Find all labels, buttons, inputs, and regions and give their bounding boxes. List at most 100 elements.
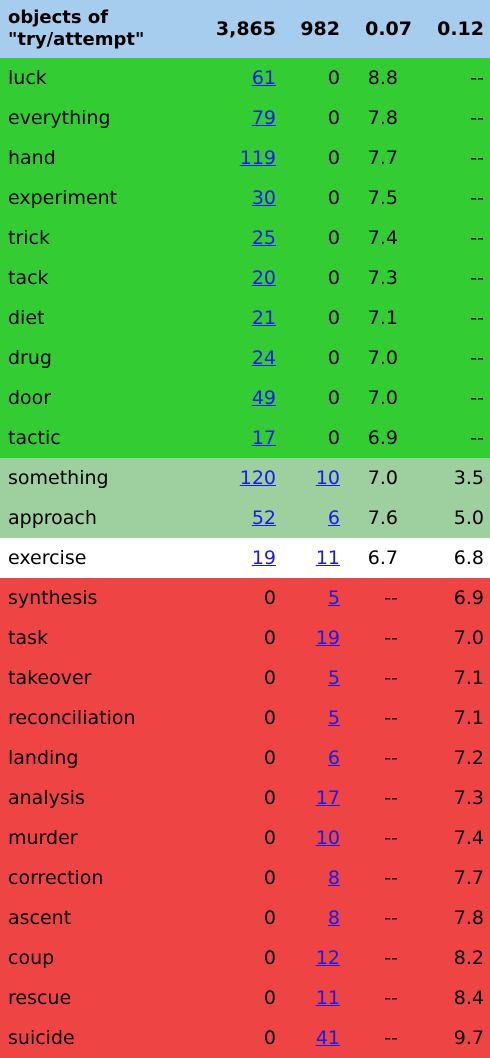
count-link[interactable]: 10 xyxy=(315,827,340,849)
count1-column-header: 3,865 xyxy=(215,18,276,40)
table-row: ascent 0 8 -- 7.8 xyxy=(0,898,490,938)
row-word: analysis xyxy=(8,787,85,809)
table-row: landing 0 6 -- 7.2 xyxy=(0,738,490,778)
row-count-n1-cell: 25 xyxy=(206,218,282,258)
row-word: everything xyxy=(8,107,111,129)
row-word: trick xyxy=(8,227,50,249)
row-count-n1-cell: 0 xyxy=(263,787,276,809)
row-score-s2: -- xyxy=(470,67,484,89)
count-link[interactable]: 25 xyxy=(251,227,276,249)
count-link[interactable]: 21 xyxy=(251,307,276,329)
row-count-n1-cell: 61 xyxy=(206,58,282,98)
count-link[interactable]: 5 xyxy=(327,667,340,689)
count-link[interactable]: 6 xyxy=(327,747,340,769)
row-count-n1-cell: 0 xyxy=(263,587,276,609)
row-count-n1-cell: 0 xyxy=(263,827,276,849)
row-count-n1-cell: 21 xyxy=(206,298,282,338)
count-link[interactable]: 8 xyxy=(327,907,340,929)
score2-column-header: 0.12 xyxy=(437,18,484,40)
row-score-s1: 7.0 xyxy=(367,347,398,369)
row-count-n2-cell: 0 xyxy=(327,427,340,449)
row-word: landing xyxy=(8,747,79,769)
count-link[interactable]: 119 xyxy=(239,147,276,169)
row-score-s2: 7.2 xyxy=(453,747,484,769)
table-row: trick 25 0 7.4 -- xyxy=(0,218,490,258)
row-word: synthesis xyxy=(8,587,98,609)
table-row: exercise 19 11 6.7 6.8 xyxy=(0,537,490,578)
score1-column-header: 0.07 xyxy=(365,18,412,40)
row-score-s1: 7.5 xyxy=(367,187,398,209)
table-row: task 0 19 -- 7.0 xyxy=(0,618,490,658)
row-count-n1-cell: 0 xyxy=(263,667,276,689)
table-row: correction 0 8 -- 7.7 xyxy=(0,858,490,898)
row-score-s1: 8.8 xyxy=(367,67,398,89)
table-row: murder 0 10 -- 7.4 xyxy=(0,818,490,858)
count-link[interactable]: 20 xyxy=(251,267,276,289)
row-score-s1: 7.8 xyxy=(367,107,398,129)
count-link[interactable]: 17 xyxy=(251,427,276,449)
table-row: tactic 17 0 6.9 -- xyxy=(0,418,490,458)
row-score-s2: -- xyxy=(470,107,484,129)
count-link[interactable]: 19 xyxy=(315,627,340,649)
count-link[interactable]: 11 xyxy=(315,547,340,570)
row-score-s2: 7.1 xyxy=(453,667,484,689)
count-link[interactable]: 52 xyxy=(251,506,276,529)
count-link[interactable]: 10 xyxy=(315,467,340,489)
row-count-n2-cell: 8 xyxy=(282,858,346,898)
count-link[interactable]: 11 xyxy=(315,987,340,1009)
row-word: rescue xyxy=(8,987,72,1009)
row-count-n2-cell: 12 xyxy=(282,938,346,978)
row-count-n1-cell: 79 xyxy=(206,98,282,138)
row-word: suicide xyxy=(8,1027,75,1049)
table-row: coup 0 12 -- 8.2 xyxy=(0,938,490,978)
row-count-n1-cell: 0 xyxy=(263,1027,276,1049)
row-word: takeover xyxy=(8,667,92,689)
row-count-n2-cell: 0 xyxy=(327,307,340,329)
count-link[interactable]: 5 xyxy=(327,707,340,729)
row-score-s2: -- xyxy=(470,347,484,369)
row-word: tactic xyxy=(8,427,61,449)
count-link[interactable]: 5 xyxy=(327,587,340,609)
count-link[interactable]: 17 xyxy=(315,787,340,809)
row-score-s1: -- xyxy=(384,827,398,849)
count-link[interactable]: 61 xyxy=(251,67,276,89)
row-count-n1-cell: 49 xyxy=(206,378,282,418)
row-count-n2-cell: 0 xyxy=(327,267,340,289)
count-link[interactable]: 41 xyxy=(315,1027,340,1049)
count-link[interactable]: 8 xyxy=(327,867,340,889)
row-count-n1-cell: 24 xyxy=(206,338,282,378)
count-link[interactable]: 49 xyxy=(251,387,276,409)
count-link[interactable]: 24 xyxy=(251,347,276,369)
count-link[interactable]: 6 xyxy=(327,506,340,529)
table-row: tack 20 0 7.3 -- xyxy=(0,258,490,298)
row-score-s2: 7.0 xyxy=(453,627,484,649)
row-word: coup xyxy=(8,947,55,969)
count-link[interactable]: 30 xyxy=(251,187,276,209)
row-count-n1-cell: 0 xyxy=(263,747,276,769)
row-score-s1: -- xyxy=(384,787,398,809)
row-score-s2: -- xyxy=(470,227,484,249)
table-row: hand 119 0 7.7 -- xyxy=(0,138,490,178)
row-count-n1-cell: 0 xyxy=(263,867,276,889)
count-link[interactable]: 120 xyxy=(239,467,276,489)
table-row: takeover 0 5 -- 7.1 xyxy=(0,658,490,698)
row-score-s2: -- xyxy=(470,307,484,329)
row-word: task xyxy=(8,627,48,649)
row-count-n1-cell: 119 xyxy=(206,138,282,178)
count-link[interactable]: 12 xyxy=(315,947,340,969)
table-row: suicide 0 41 -- 9.7 xyxy=(0,1018,490,1058)
row-score-s2: 7.7 xyxy=(453,867,484,889)
table-row: approach 52 6 7.6 5.0 xyxy=(0,498,490,538)
count-link[interactable]: 19 xyxy=(251,547,276,570)
row-count-n1-cell: 120 xyxy=(206,458,282,498)
row-score-s1: 7.0 xyxy=(367,467,398,489)
row-count-n2-cell: 0 xyxy=(327,187,340,209)
row-count-n2-cell: 11 xyxy=(282,978,346,1018)
count-link[interactable]: 79 xyxy=(251,107,276,129)
row-score-s1: 7.3 xyxy=(367,267,398,289)
row-count-n2-cell: 0 xyxy=(327,67,340,89)
row-count-n1-cell: 30 xyxy=(206,178,282,218)
row-count-n2-cell: 5 xyxy=(282,658,346,698)
row-word: hand xyxy=(8,147,56,169)
